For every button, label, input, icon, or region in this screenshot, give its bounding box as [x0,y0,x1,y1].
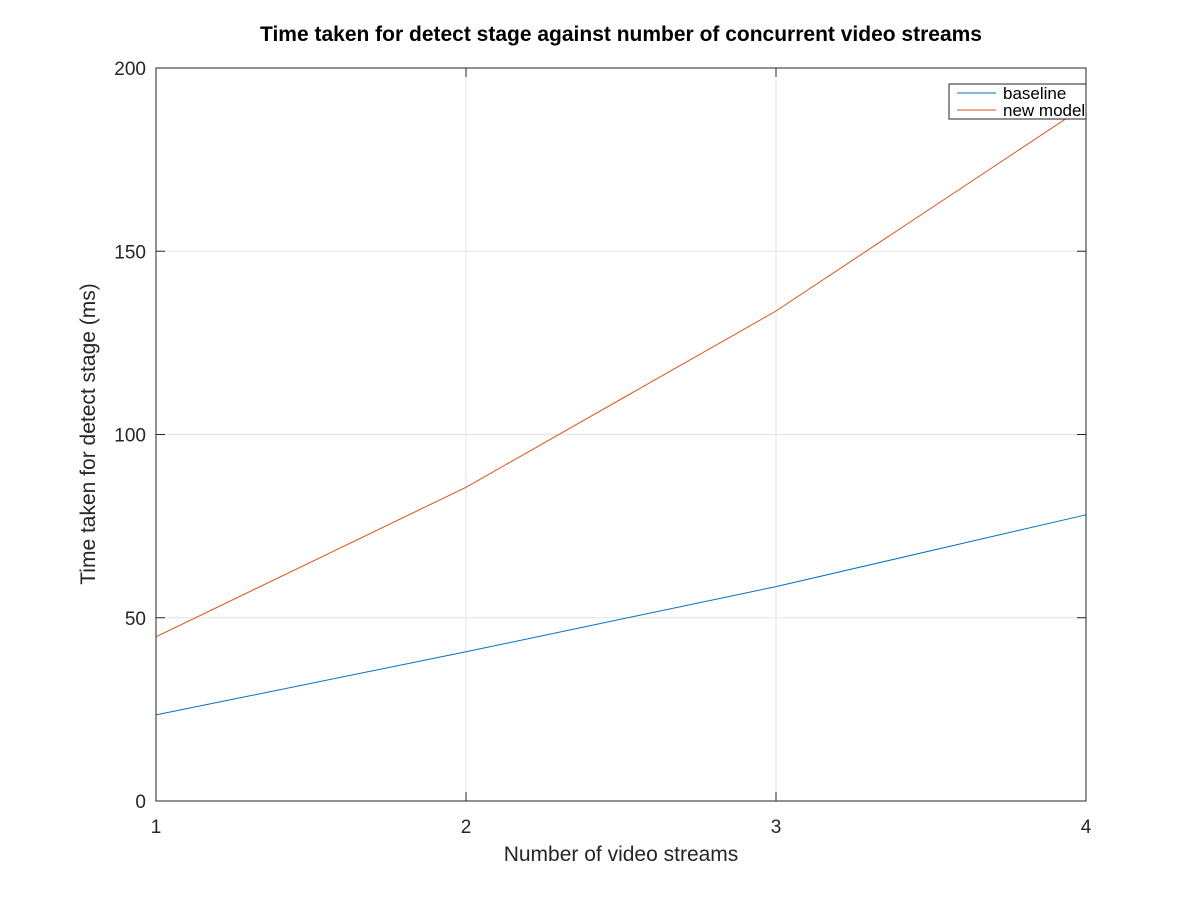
legend-label-0: baseline [1003,84,1066,103]
y-tick-label-3: 150 [114,242,146,263]
series-line-1 [155,104,1087,638]
legend-label-1: new model [1003,101,1085,120]
legend-box [948,83,1087,120]
x-tick-label-3: 4 [1081,817,1092,838]
tick-labels: 1 2 3 4 0 50 100 150 200 [114,59,1091,838]
series-lines [155,104,1087,716]
y-axis-label: Time taken for detect stage (ms) [77,283,100,585]
x-tick-label-2: 3 [771,817,782,838]
y-tick-label-0: 0 [135,792,146,813]
y-tick-label-2: 100 [114,426,146,447]
y-tick-label-4: 200 [114,59,146,80]
x-axis-label: Number of video streams [504,843,739,866]
y-tick-label-1: 50 [125,609,146,630]
chart-title: Time taken for detect stage against numb… [260,23,982,46]
series-line-0 [155,514,1087,716]
x-tick-label-0: 1 [151,817,162,838]
axes [155,67,1087,802]
x-tick-label-1: 2 [461,817,472,838]
